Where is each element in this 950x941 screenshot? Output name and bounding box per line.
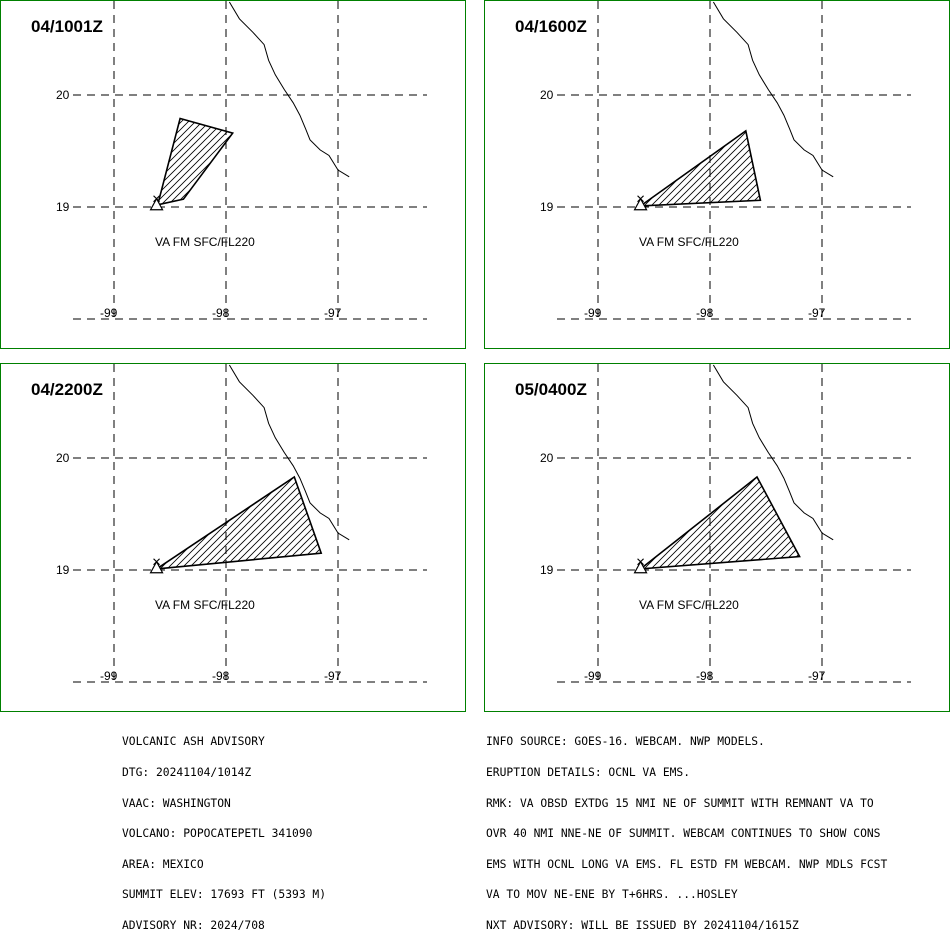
lon-label-99: -99 bbox=[100, 306, 118, 320]
coastline bbox=[228, 1, 350, 178]
advisory-line: VOLCANO: POPOCATEPETL 341090 bbox=[122, 827, 313, 841]
map-panel-3: 04/2200Z 20 19 -99 -98 -97 VA FM SFC/FL2… bbox=[0, 363, 466, 712]
advisory-line: AREA: MEXICO bbox=[122, 857, 204, 871]
ash-cloud-polygon bbox=[156, 475, 323, 570]
va-flight-level-label: VA FM SFC/FL220 bbox=[639, 598, 739, 612]
advisory-line: SUMMIT ELEV: 17693 FT (5393 M) bbox=[122, 888, 327, 902]
map-canvas bbox=[557, 1, 911, 320]
advisory-line: OVR 40 NMI NNE-NE OF SUMMIT. WEBCAM CONT… bbox=[486, 827, 881, 841]
lat-label-19: 19 bbox=[540, 563, 554, 577]
lon-label-97: -97 bbox=[324, 669, 342, 683]
advisory-line: VA TO MOV NE-ENE BY T+6HRS. ...HOSLEY bbox=[486, 888, 738, 902]
panel-time-label: 04/1001Z bbox=[31, 17, 103, 36]
va-flight-level-label: VA FM SFC/FL220 bbox=[155, 598, 255, 612]
ash-cloud-polygon bbox=[638, 475, 801, 570]
lat-label-19: 19 bbox=[56, 563, 70, 577]
panel-time-label: 04/1600Z bbox=[515, 17, 587, 36]
lon-label-97: -97 bbox=[324, 306, 342, 320]
lat-label-20: 20 bbox=[56, 88, 70, 102]
volcano-icon bbox=[149, 195, 164, 211]
map-panel-2: 04/1600Z 20 19 -99 -98 -97 VA FM SFC/FL2… bbox=[484, 0, 950, 349]
lon-label-98: -98 bbox=[212, 306, 230, 320]
ash-cloud-polygon bbox=[637, 129, 762, 207]
lon-label-98: -98 bbox=[696, 306, 714, 320]
lat-label-20: 20 bbox=[540, 88, 554, 102]
lat-label-19: 19 bbox=[540, 200, 554, 214]
panel-time-label: 05/0400Z bbox=[515, 380, 587, 399]
panel-time-label: 04/2200Z bbox=[31, 380, 103, 399]
lon-label-98: -98 bbox=[696, 669, 714, 683]
lat-label-19: 19 bbox=[56, 200, 70, 214]
lon-label-97: -97 bbox=[808, 669, 826, 683]
lon-label-98: -98 bbox=[212, 669, 230, 683]
advisory-header-text: VOLCANIC ASH ADVISORY DTG: 20241104/1014… bbox=[122, 717, 326, 941]
map-canvas bbox=[73, 364, 427, 683]
map-canvas bbox=[557, 364, 911, 683]
coastline bbox=[228, 364, 350, 541]
advisory-line: ERUPTION DETAILS: OCNL VA EMS. bbox=[486, 766, 691, 779]
va-flight-level-label: VA FM SFC/FL220 bbox=[639, 235, 739, 249]
map-panel-1: 04/1001Z 20 19 -99 -98 -97 VA FM SFC/FL2… bbox=[0, 0, 466, 349]
lon-label-99: -99 bbox=[100, 669, 118, 683]
volcano-icon bbox=[633, 195, 648, 211]
ash-cloud-polygon bbox=[156, 117, 235, 206]
lat-label-20: 20 bbox=[540, 451, 554, 465]
advisory-line: ADVISORY NR: 2024/708 bbox=[122, 918, 265, 932]
lon-label-97: -97 bbox=[808, 306, 826, 320]
advisory-line: NXT ADVISORY: WILL BE ISSUED BY 20241104… bbox=[486, 918, 799, 932]
advisory-remarks-text: INFO SOURCE: GOES-16. WEBCAM. NWP MODELS… bbox=[486, 717, 887, 941]
coastline bbox=[712, 364, 834, 541]
lon-label-99: -99 bbox=[584, 306, 602, 320]
map-panel-4: 05/0400Z 20 19 -99 -98 -97 VA FM SFC/FL2… bbox=[484, 363, 950, 712]
advisory-line: INFO SOURCE: GOES-16. WEBCAM. NWP MODELS… bbox=[486, 735, 765, 749]
advisory-line: VOLCANIC ASH ADVISORY bbox=[122, 735, 265, 749]
map-canvas bbox=[73, 1, 427, 320]
volcano-icon bbox=[149, 558, 164, 574]
volcano-icon bbox=[633, 558, 648, 574]
coastline bbox=[712, 1, 834, 178]
advisory-line: VAAC: WASHINGTON bbox=[122, 796, 231, 810]
advisory-line: EMS WITH OCNL LONG VA EMS. FL ESTD FM WE… bbox=[486, 857, 888, 871]
advisory-line: DTG: 20241104/1014Z bbox=[122, 766, 252, 779]
va-flight-level-label: VA FM SFC/FL220 bbox=[155, 235, 255, 249]
advisory-line: RMK: VA OBSD EXTDG 15 NMI NE OF SUMMIT W… bbox=[486, 796, 874, 810]
lon-label-99: -99 bbox=[584, 669, 602, 683]
lat-label-20: 20 bbox=[56, 451, 70, 465]
